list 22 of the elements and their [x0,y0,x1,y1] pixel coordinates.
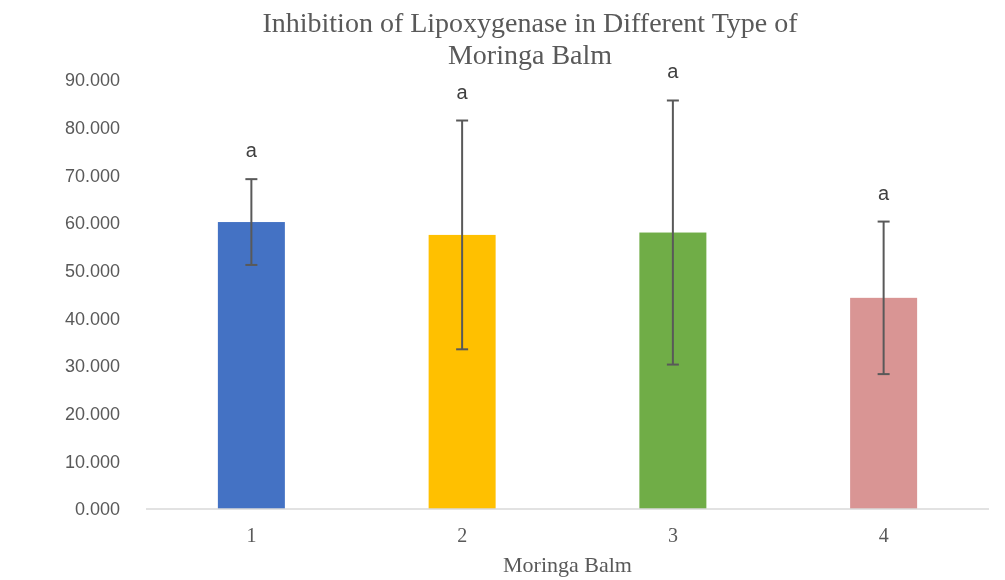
bar [217,222,285,509]
y-tick-label: 30.000 [64,356,120,377]
x-tick-label: 4 [878,524,889,546]
y-tick-label: 10.000 [64,451,120,472]
y-tick-label: 70.000 [64,165,120,186]
y-tick-label: 90.000 [64,70,120,91]
bar [639,232,707,509]
x-tick-label: 1 [246,524,257,546]
y-tick-label: 50.000 [64,260,120,281]
y-tick-label: 0.000 [74,499,120,520]
x-tick-label: 2 [457,524,468,546]
x-axis-title: Moringa Balm [503,552,632,577]
bar [428,234,496,509]
y-tick-label: 40.000 [64,308,120,329]
y-tick-label: 80.000 [64,117,120,138]
x-tick-label: 3 [667,524,678,546]
y-tick-label: 60.000 [64,213,120,234]
bar [850,297,918,509]
annotation: a [245,139,258,162]
annotation: a [878,181,891,204]
annotation: a [456,80,469,103]
y-tick-label: 20.000 [64,403,120,424]
